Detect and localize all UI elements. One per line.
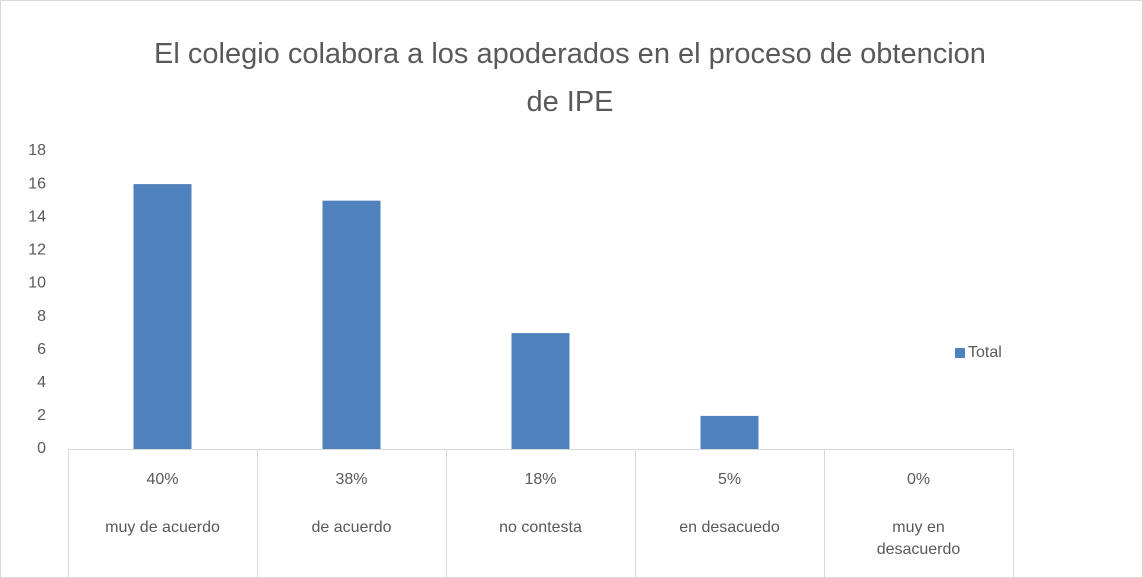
y-tick-label: 8 (37, 308, 46, 325)
bar (322, 200, 381, 449)
bar (700, 415, 759, 449)
y-tick-label: 6 (37, 341, 46, 358)
x-tick-label: en desacuedo (679, 519, 780, 536)
legend-swatch (955, 348, 965, 358)
y-tick-label: 10 (28, 275, 46, 292)
chart-title: El colegio colabora a los apoderados en … (154, 38, 986, 118)
y-tick-label: 12 (28, 242, 46, 259)
y-tick-label: 16 (28, 175, 46, 192)
category-share: 18% (524, 471, 557, 488)
x-tick-label: muy de acuerdo (105, 519, 220, 536)
x-tick-label: de acuerdo (311, 519, 392, 536)
bar (511, 333, 570, 449)
legend-label: Total (968, 344, 1002, 361)
category-share: 5% (717, 471, 742, 488)
category-share: 38% (335, 471, 368, 488)
category-share: 0% (906, 471, 931, 488)
y-tick-label: 0 (37, 440, 46, 457)
y-tick-label: 18 (28, 142, 46, 159)
bar (133, 184, 192, 449)
y-tick-label: 14 (28, 208, 46, 225)
y-tick-label: 4 (37, 374, 46, 391)
x-tick-label: muy en desacuerdo (876, 519, 961, 558)
x-tick-label: no contesta (499, 519, 582, 536)
category-share: 40% (146, 471, 179, 488)
y-tick-label: 2 (37, 407, 46, 424)
